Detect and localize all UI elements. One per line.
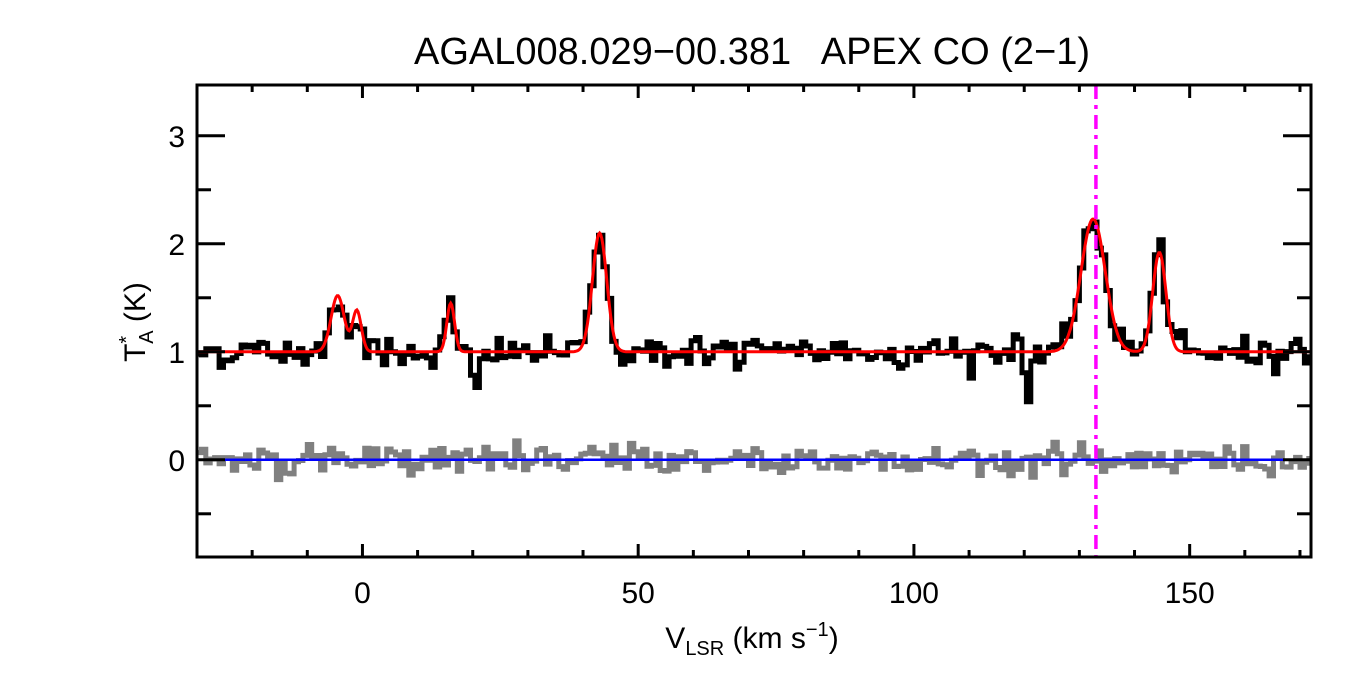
x-label-end: ) — [829, 622, 839, 655]
plot-area — [197, 85, 1312, 557]
y-axis-label: T*A (K) — [116, 282, 158, 362]
plot-frame — [195, 83, 1313, 559]
x-label-sup: −1 — [806, 619, 829, 641]
gaussian-fit-line — [197, 217, 1311, 354]
x-tick-label: 50 — [622, 577, 655, 610]
y-label-sup: * — [116, 336, 138, 344]
axis-ticks: 0 50 100 150 0 1 2 3 — [168, 85, 1311, 610]
x-tick-label: 150 — [1165, 577, 1215, 610]
y-label-main: T — [119, 344, 152, 362]
observed-spectrum — [197, 219, 1312, 405]
y-tick-label: 0 — [168, 445, 185, 478]
chart-title: AGAL008.029−00.381 APEX CO (2−1) — [414, 31, 1090, 73]
y-label-sub: A — [136, 330, 158, 344]
y-label-rest: (K) — [119, 282, 152, 330]
y-tick-label: 3 — [168, 121, 185, 154]
x-label-main: V — [665, 622, 685, 655]
x-tick-label: 0 — [354, 577, 371, 610]
x-label-sub: LSR — [685, 638, 724, 660]
x-tick-label: 100 — [889, 577, 939, 610]
y-tick-label: 1 — [168, 337, 185, 370]
y-tick-label: 2 — [168, 229, 185, 262]
x-axis-label: VLSR (km s−1) — [665, 619, 838, 660]
x-label-rest: (km s — [724, 622, 806, 655]
